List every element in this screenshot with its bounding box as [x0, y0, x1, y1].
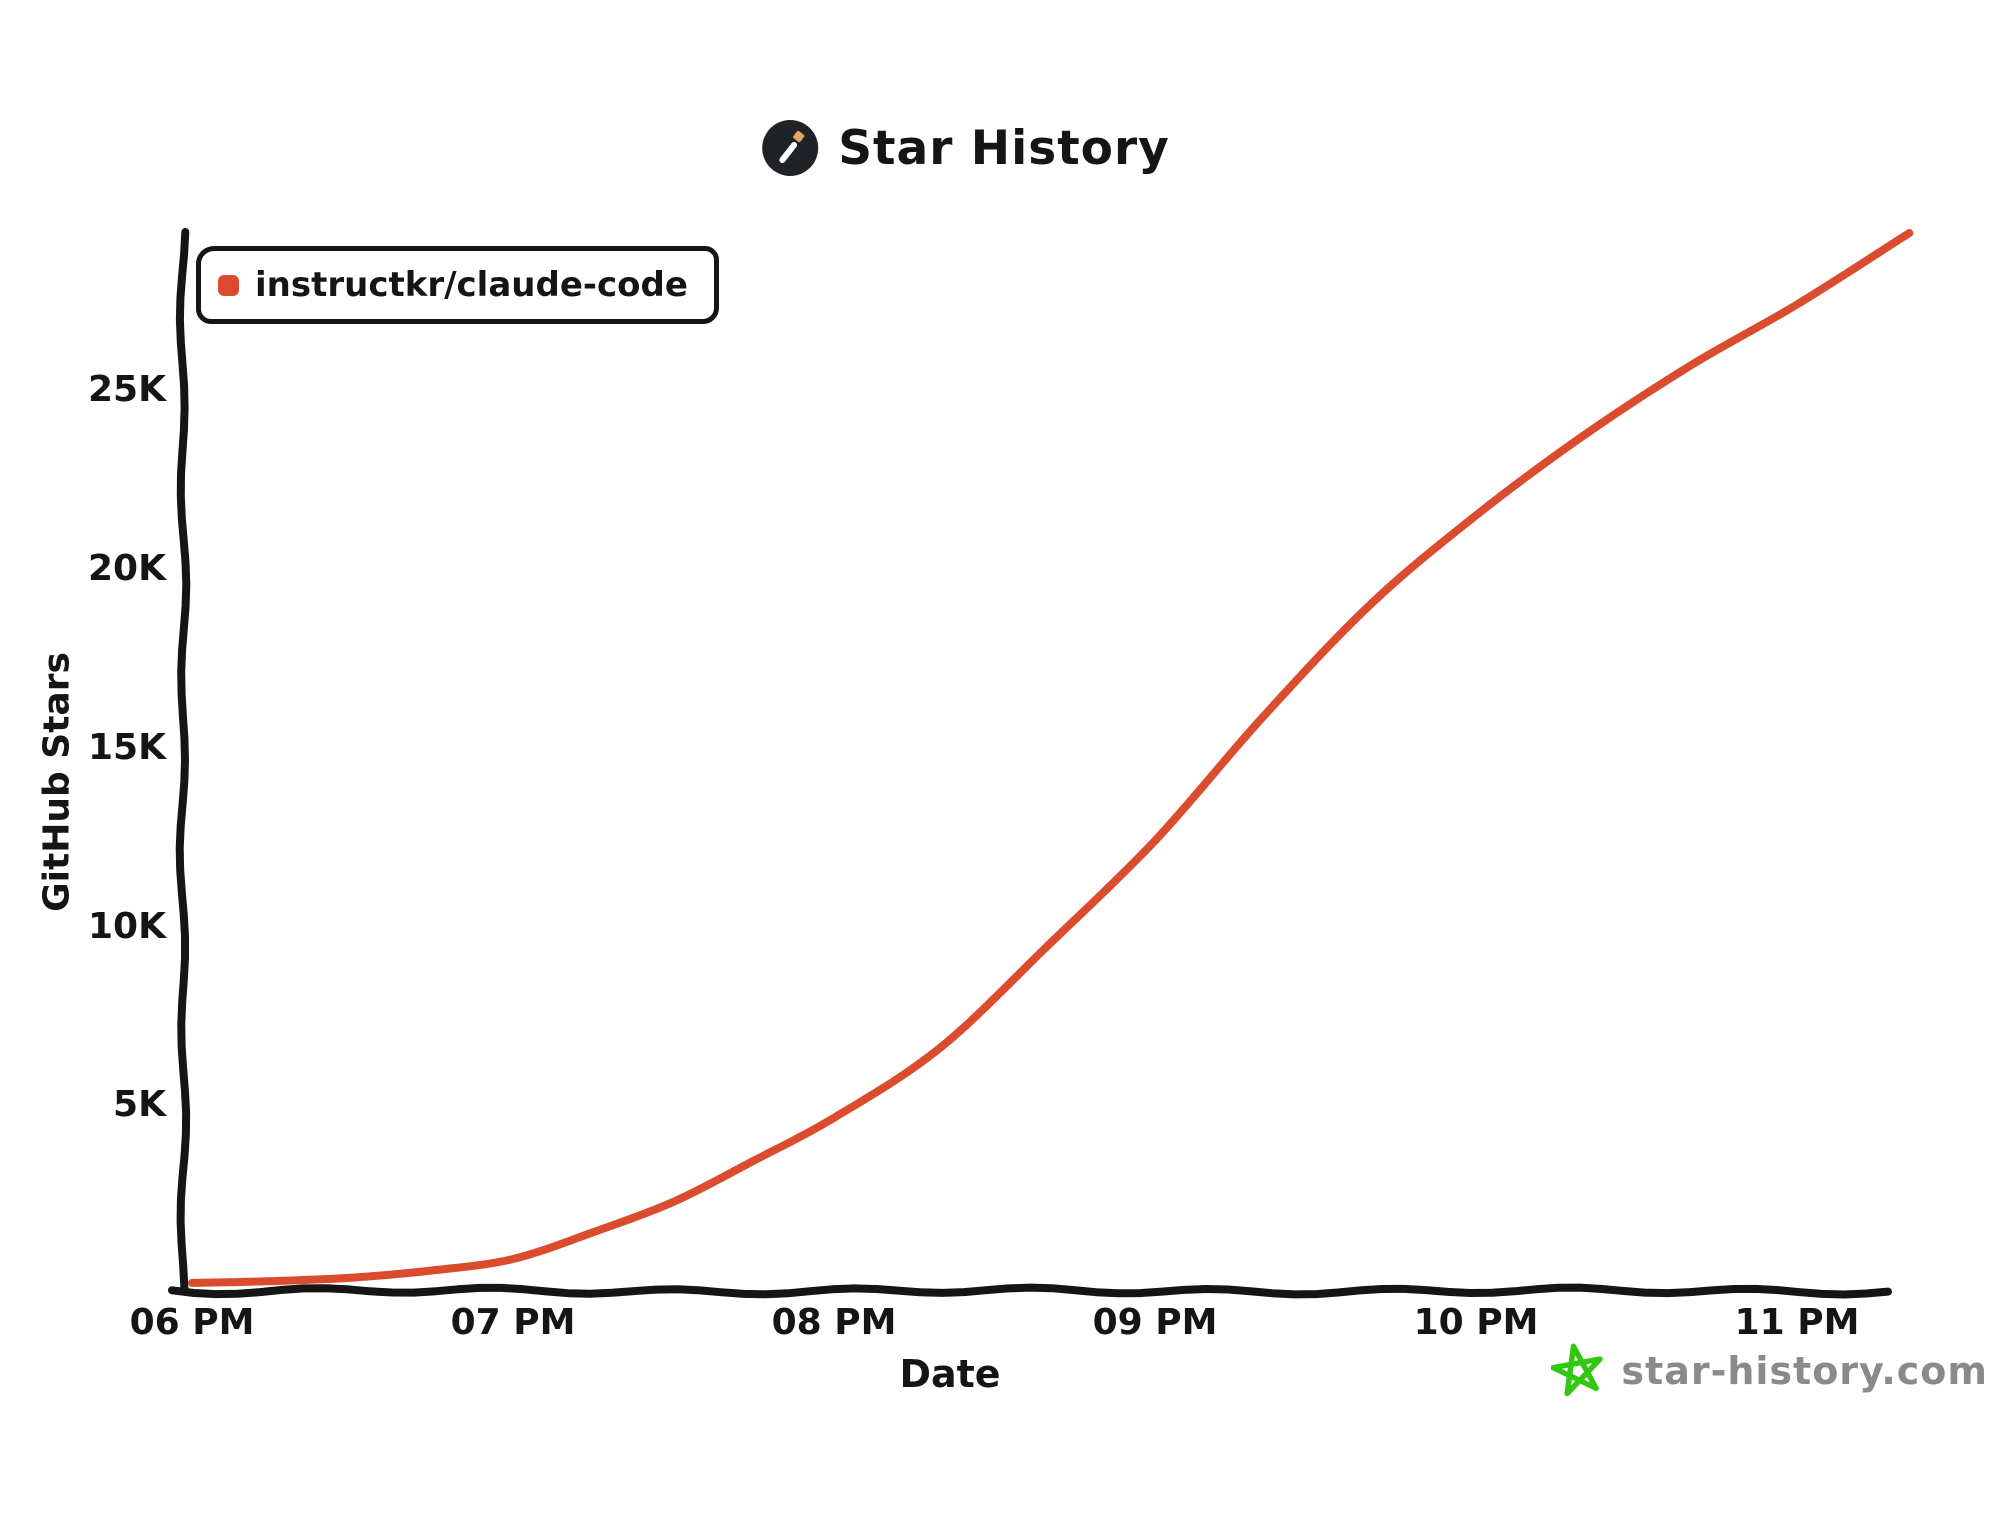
star-history-logo-icon	[762, 120, 819, 176]
footer-site-label: star-history.com	[1621, 1349, 1988, 1393]
x-tick-label: 08 PM	[771, 1302, 897, 1343]
x-tick-label: 11 PM	[1734, 1302, 1860, 1343]
chart-title: Star History	[762, 120, 1170, 176]
y-axis-label: GitHub Stars	[36, 652, 78, 912]
wand-icon	[778, 140, 799, 165]
x-tick-label: 07 PM	[450, 1302, 576, 1343]
x-axis-line	[168, 1283, 1892, 1299]
legend-marker-icon	[218, 274, 239, 296]
legend-series-label: instructkr/claude-code	[255, 265, 688, 305]
y-tick-label: 25K	[88, 369, 166, 411]
x-tick-label: 10 PM	[1413, 1302, 1539, 1343]
y-tick-label: 5K	[113, 1084, 166, 1126]
x-tick-label: 06 PM	[129, 1302, 255, 1343]
green-star-icon	[1551, 1343, 1604, 1397]
x-tick-label: 09 PM	[1092, 1302, 1218, 1343]
green-star-path	[1551, 1343, 1604, 1397]
series-line	[188, 229, 1914, 1287]
y-axis-line	[175, 228, 191, 1292]
x-axis-label: Date	[899, 1352, 1001, 1396]
y-tick-label: 10K	[88, 905, 166, 947]
y-tick-label: 15K	[88, 726, 166, 768]
page-title: Star History	[838, 120, 1170, 176]
y-tick-label: 20K	[88, 548, 166, 589]
footer-watermark[interactable]: star-history.com	[1551, 1340, 1988, 1402]
legend[interactable]: instructkr/claude-code	[196, 246, 719, 324]
